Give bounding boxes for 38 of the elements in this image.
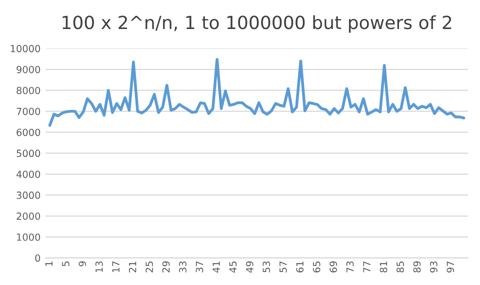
x-tick-label: 77 (363, 262, 370, 272)
x-tick-label: 61 (296, 262, 304, 272)
x-tick-label: 5 (62, 262, 70, 266)
x-tick-label: 69 (330, 261, 337, 272)
x-tick-label: 97 (446, 262, 454, 272)
x-tick-label: 29 (162, 261, 170, 272)
y-tick-label: 6000 (16, 128, 40, 136)
y-tick-label: 2000 (16, 212, 40, 220)
x-tick-label: 73 (346, 261, 354, 272)
x-tick-label: 37 (196, 262, 204, 272)
x-tick-label: 45 (229, 262, 237, 273)
y-tick-label: 3000 (16, 192, 40, 199)
y-tick-label: 1000 (17, 233, 40, 241)
y-tick-label: 10000 (10, 44, 40, 52)
x-tick-label: 49 (246, 261, 254, 273)
y-tick-label: 4000 (16, 170, 40, 178)
x-tick-label: 9 (78, 261, 86, 266)
x-tick-label: 21 (128, 262, 136, 272)
x-tick-label: 1 (45, 262, 52, 266)
x-tick-label: 25 (146, 262, 153, 272)
x-tick-label: 53 (262, 261, 270, 272)
y-tick-label: 0 (35, 254, 40, 262)
x-tick-label: 65 (312, 262, 320, 272)
y-tick-label: 5000 (16, 150, 40, 158)
x-tick-label: 41 (212, 262, 220, 273)
x-tick-label: 81 (380, 262, 388, 272)
y-tick-label: 8000 (16, 86, 40, 94)
x-tick-label: 85 (396, 262, 404, 272)
y-tick-label: 7000 (16, 108, 40, 116)
x-tick-label: 17 (112, 262, 120, 272)
y-tick-label: 9000 (16, 66, 40, 74)
x-tick-label: 57 (280, 262, 287, 272)
x-tick-label: 93 (430, 261, 438, 272)
chart-title: 100 x 2^n/n, 1 to 1000000 but powers of 2 (62, 15, 452, 33)
x-tick-label: 89 (413, 261, 421, 272)
line-series (48, 58, 466, 127)
x-tick-label: 33 (179, 261, 186, 272)
x-tick-label: 13 (95, 261, 103, 272)
